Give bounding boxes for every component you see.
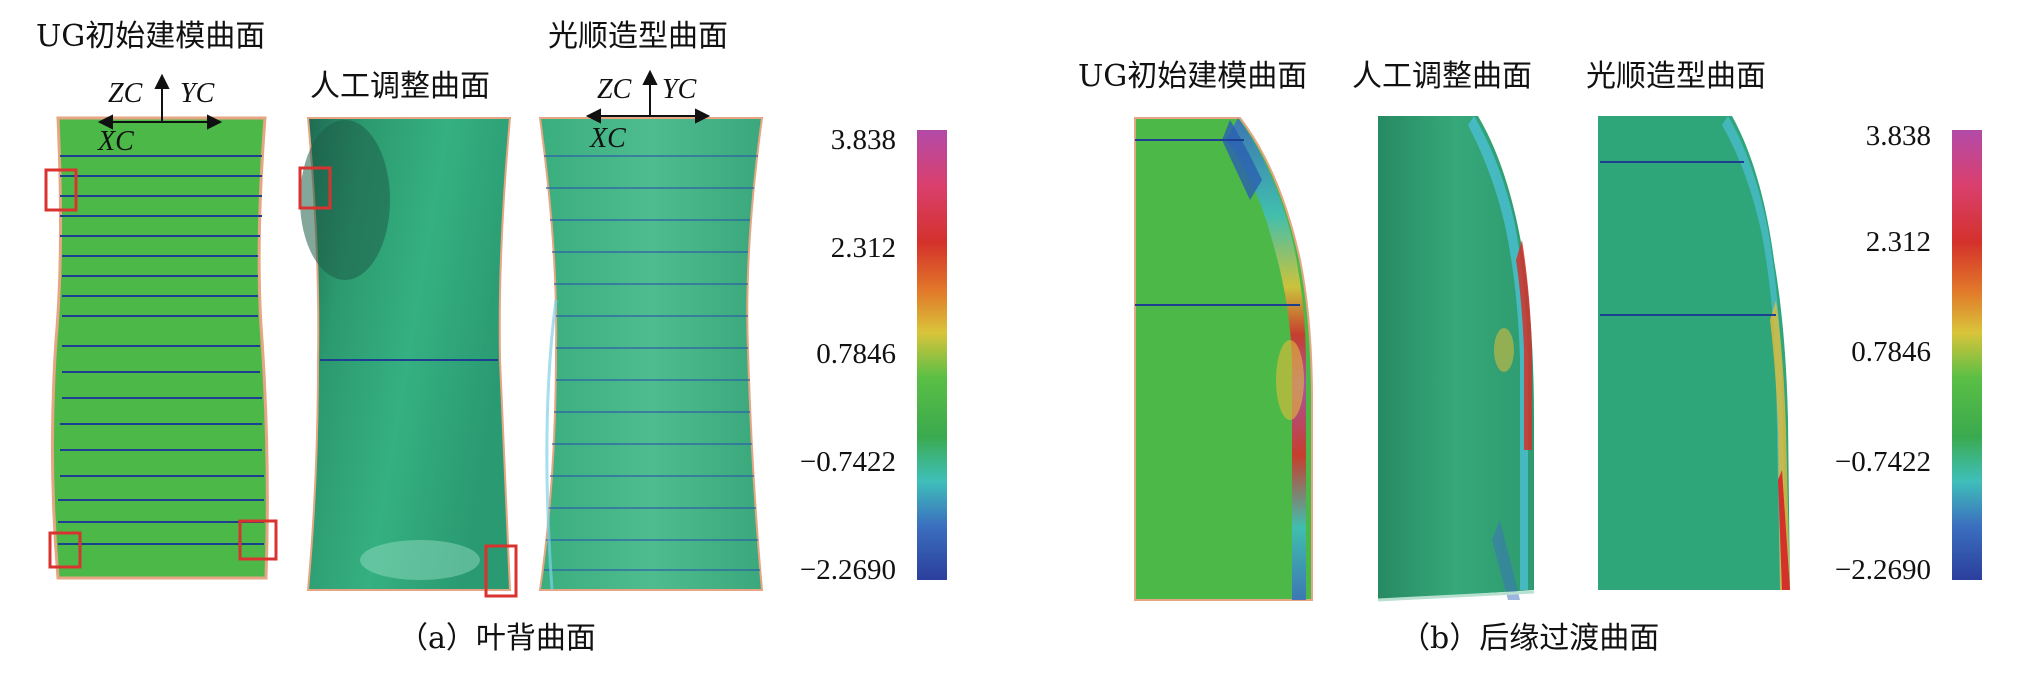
colorbar-b-tick: 0.7846 [1851, 336, 1931, 368]
colorbar-a-tick: −0.7422 [799, 446, 896, 478]
manual-surface-b [1377, 116, 1535, 602]
colorbar-a [917, 130, 947, 580]
colorbar-b-tick: −2.2690 [1834, 554, 1931, 586]
smooth-surface-a [538, 117, 764, 591]
label-manual-a: 人工调整曲面 [310, 69, 490, 104]
label-smooth-a: 光顺造型曲面 [548, 19, 728, 54]
colorbar-a-tick: 2.312 [830, 232, 896, 264]
label-ug-b: UG初始建模曲面 [1078, 59, 1308, 94]
ug-surface-a [50, 116, 269, 580]
axis-yc-smooth: YC [662, 74, 697, 105]
caption-b: （b）后缘过渡曲面 [1400, 621, 1660, 656]
label-smooth-b: 光顺造型曲面 [1586, 59, 1766, 94]
colorbar-a-tick: −2.2690 [799, 554, 896, 586]
colorbar-b-tick: 2.312 [1865, 226, 1931, 258]
axis-arrows-ug [97, 73, 223, 130]
axis-yc-ug: YC [180, 78, 215, 109]
markers-manual-a [298, 166, 518, 598]
caption-a: （a）叶背曲面 [398, 621, 596, 656]
colorbar-a-tick: 3.838 [830, 124, 896, 156]
axis-xc-ug: XC [98, 126, 134, 157]
axis-zc-ug: ZC [108, 78, 143, 109]
manual-surface-a [300, 117, 512, 591]
axis-xc-smooth: XC [590, 123, 626, 154]
label-manual-b: 人工调整曲面 [1352, 59, 1532, 94]
smooth-surface-b [1598, 116, 1790, 590]
colorbar-b-tick: −0.7422 [1834, 446, 1931, 478]
colorbar-a-tick: 0.7846 [816, 338, 896, 370]
colorbar-b [1952, 130, 1982, 580]
colorbar-b-tick: 3.838 [1865, 120, 1931, 152]
axis-zc-smooth: ZC [597, 74, 632, 105]
label-ug-a: UG初始建模曲面 [36, 19, 266, 54]
axis-arrows-smooth [585, 69, 711, 124]
markers-ug-a [44, 168, 278, 569]
ug-surface-b [1134, 117, 1313, 601]
